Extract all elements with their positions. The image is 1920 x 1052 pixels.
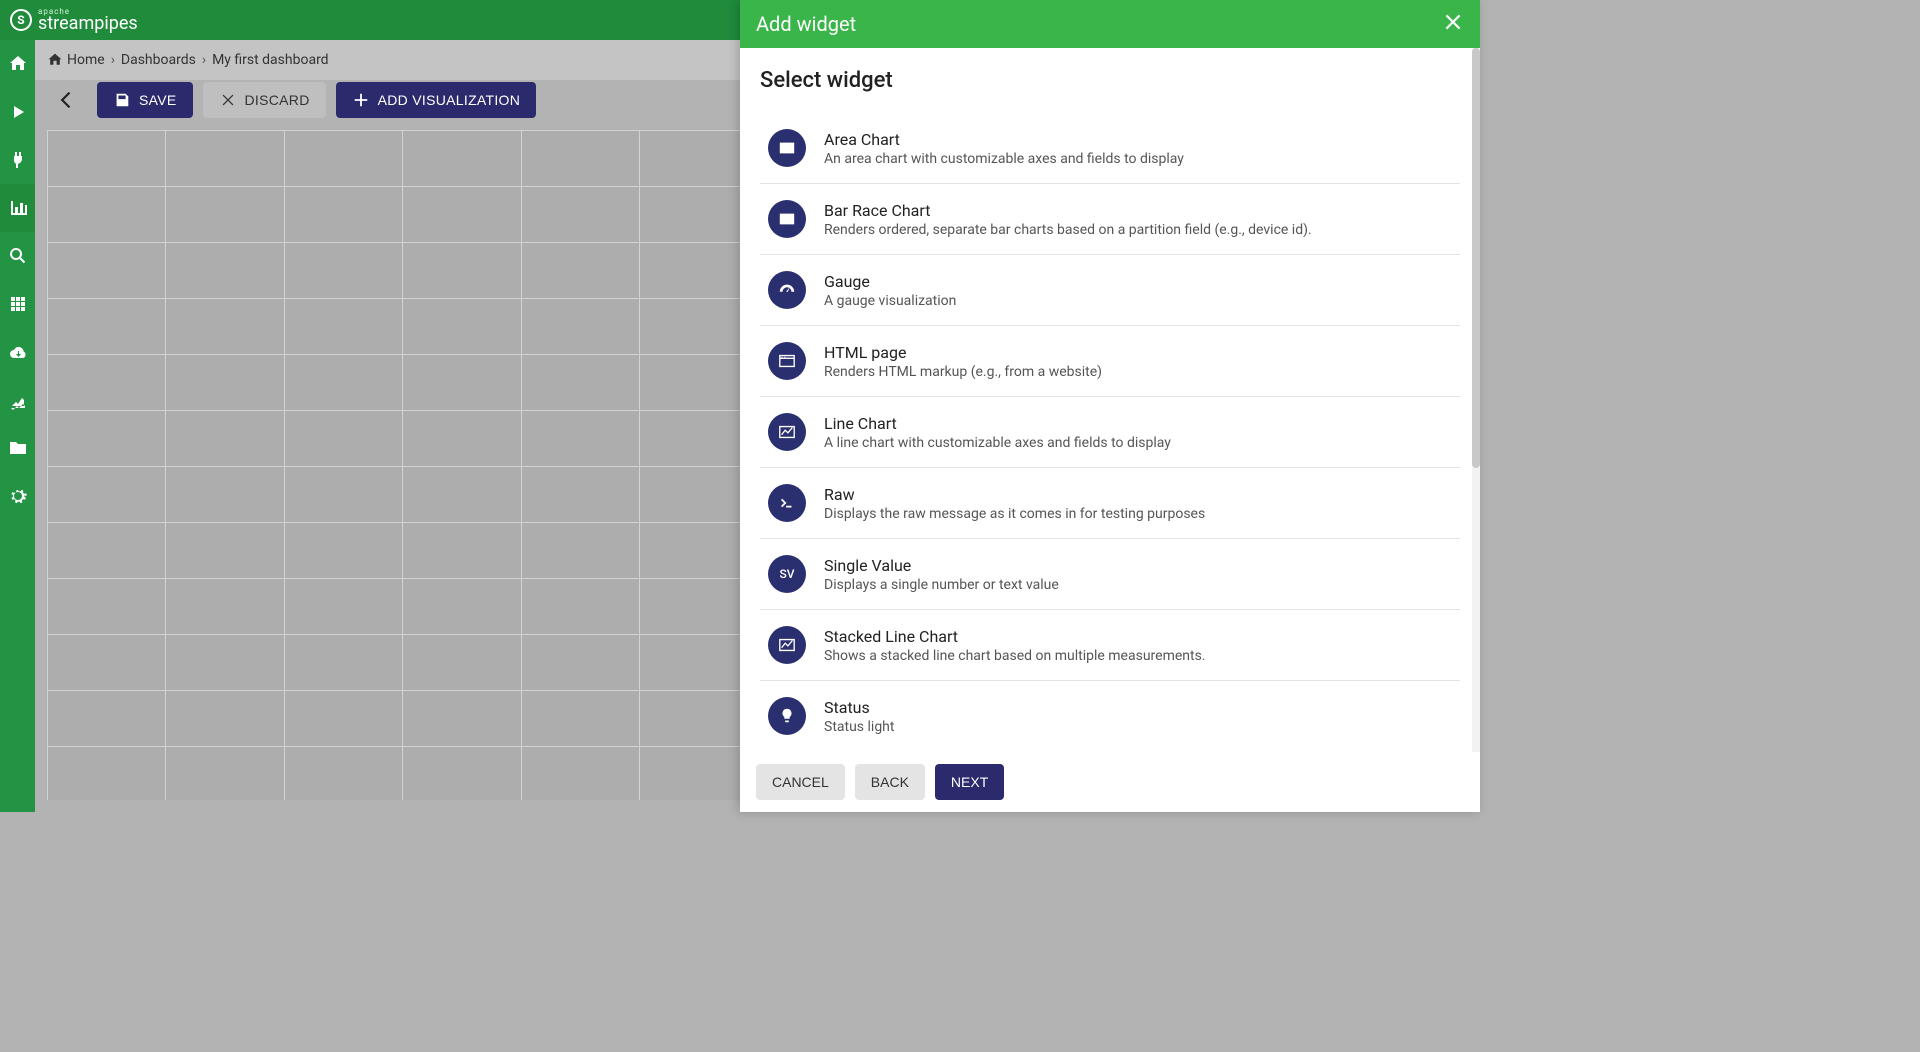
sidebar-item-assets[interactable] bbox=[0, 376, 35, 424]
close-icon bbox=[1442, 11, 1464, 33]
widget-desc: Renders HTML markup (e.g., from a websit… bbox=[824, 364, 1102, 380]
widget-title: HTML page bbox=[824, 343, 1102, 362]
breadcrumb-dashboards[interactable]: Dashboards bbox=[121, 52, 196, 68]
stacked-icon bbox=[768, 626, 806, 664]
widget-desc: A line chart with customizable axes and … bbox=[824, 435, 1171, 451]
back-step-button[interactable]: BACK bbox=[855, 764, 925, 800]
sidebar-item-dashboard[interactable] bbox=[0, 184, 35, 232]
panel-header: Add widget bbox=[740, 0, 1480, 48]
home-icon bbox=[47, 52, 63, 68]
plus-icon bbox=[352, 91, 370, 109]
select-widget-title: Select widget bbox=[760, 68, 1460, 93]
breadcrumb-current: My first dashboard bbox=[212, 52, 329, 68]
widget-title: Bar Race Chart bbox=[824, 201, 1312, 220]
widget-title: Stacked Line Chart bbox=[824, 627, 1206, 646]
add-visualization-button[interactable]: ADD VISUALIZATION bbox=[336, 82, 537, 118]
status-icon bbox=[768, 697, 806, 735]
widget-option-gauge[interactable]: Gauge A gauge visualization bbox=[760, 255, 1460, 326]
arrow-left-icon bbox=[56, 89, 78, 111]
sidebar-item-settings[interactable] bbox=[0, 472, 35, 520]
widget-option-status[interactable]: Status Status light bbox=[760, 681, 1460, 751]
app-logo: S apache streampipes bbox=[10, 9, 138, 31]
panel-footer: CANCEL BACK NEXT bbox=[740, 752, 1480, 812]
widget-option-raw[interactable]: Raw Displays the raw message as it comes … bbox=[760, 468, 1460, 539]
widget-option-bar[interactable]: Bar Race Chart Renders ordered, separate … bbox=[760, 184, 1460, 255]
widget-option-stacked[interactable]: Stacked Line Chart Shows a stacked line c… bbox=[760, 610, 1460, 681]
back-button[interactable] bbox=[47, 82, 87, 118]
save-button[interactable]: SAVE bbox=[97, 82, 193, 118]
widget-title: Status bbox=[824, 698, 894, 717]
line-icon bbox=[768, 413, 806, 451]
widget-title: Gauge bbox=[824, 272, 956, 291]
widget-title: Area Chart bbox=[824, 130, 1184, 149]
raw-icon bbox=[768, 484, 806, 522]
sidebar-item-search[interactable] bbox=[0, 232, 35, 280]
close-icon bbox=[219, 91, 237, 109]
panel-close-button[interactable] bbox=[1442, 11, 1464, 38]
bar-icon bbox=[768, 200, 806, 238]
sidebar-nav bbox=[0, 40, 35, 812]
widget-option-sv[interactable]: SV Single Value Displays a single number o… bbox=[760, 539, 1460, 610]
widget-list: Area Chart An area chart with customizabl… bbox=[760, 113, 1460, 751]
panel-title: Add widget bbox=[756, 12, 856, 36]
logo-mark-icon: S bbox=[10, 9, 32, 31]
discard-button[interactable]: DISCARD bbox=[203, 82, 326, 118]
next-button[interactable]: NEXT bbox=[935, 764, 1004, 800]
widget-desc: Renders ordered, separate bar charts bas… bbox=[824, 222, 1312, 238]
breadcrumb-home[interactable]: Home bbox=[67, 52, 105, 68]
sv-icon: SV bbox=[768, 555, 806, 593]
widget-desc: A gauge visualization bbox=[824, 293, 956, 309]
sidebar-item-download[interactable] bbox=[0, 328, 35, 376]
widget-title: Single Value bbox=[824, 556, 1059, 575]
area-icon bbox=[768, 129, 806, 167]
cancel-button[interactable]: CANCEL bbox=[756, 764, 845, 800]
sidebar-item-connect[interactable] bbox=[0, 136, 35, 184]
gauge-icon bbox=[768, 271, 806, 309]
sidebar-item-home[interactable] bbox=[0, 40, 35, 88]
sidebar-item-pipelines[interactable] bbox=[0, 88, 35, 136]
widget-title: Line Chart bbox=[824, 414, 1171, 433]
widget-desc: Shows a stacked line chart based on mult… bbox=[824, 648, 1206, 664]
add-viz-label: ADD VISUALIZATION bbox=[378, 92, 521, 108]
save-label: SAVE bbox=[139, 92, 177, 108]
html-icon bbox=[768, 342, 806, 380]
widget-desc: An area chart with customizable axes and… bbox=[824, 151, 1184, 167]
widget-option-area[interactable]: Area Chart An area chart with customizabl… bbox=[760, 113, 1460, 184]
widget-desc: Displays a single number or text value bbox=[824, 577, 1059, 593]
panel-body: Select widget Area Chart An area chart wi… bbox=[740, 48, 1480, 752]
widget-desc: Status light bbox=[824, 719, 894, 735]
widget-option-html[interactable]: HTML page Renders HTML markup (e.g., from… bbox=[760, 326, 1460, 397]
discard-label: DISCARD bbox=[245, 92, 310, 108]
brand-big: streampipes bbox=[38, 16, 138, 31]
sidebar-item-apps[interactable] bbox=[0, 280, 35, 328]
scrollbar-thumb[interactable] bbox=[1472, 48, 1480, 468]
widget-desc: Displays the raw message as it comes in … bbox=[824, 506, 1205, 522]
save-icon bbox=[113, 91, 131, 109]
sidebar-item-files[interactable] bbox=[0, 424, 35, 472]
add-widget-panel: Add widget Select widget Area Chart An ar… bbox=[740, 0, 1480, 812]
widget-title: Raw bbox=[824, 485, 1205, 504]
widget-option-line[interactable]: Line Chart A line chart with customizable… bbox=[760, 397, 1460, 468]
